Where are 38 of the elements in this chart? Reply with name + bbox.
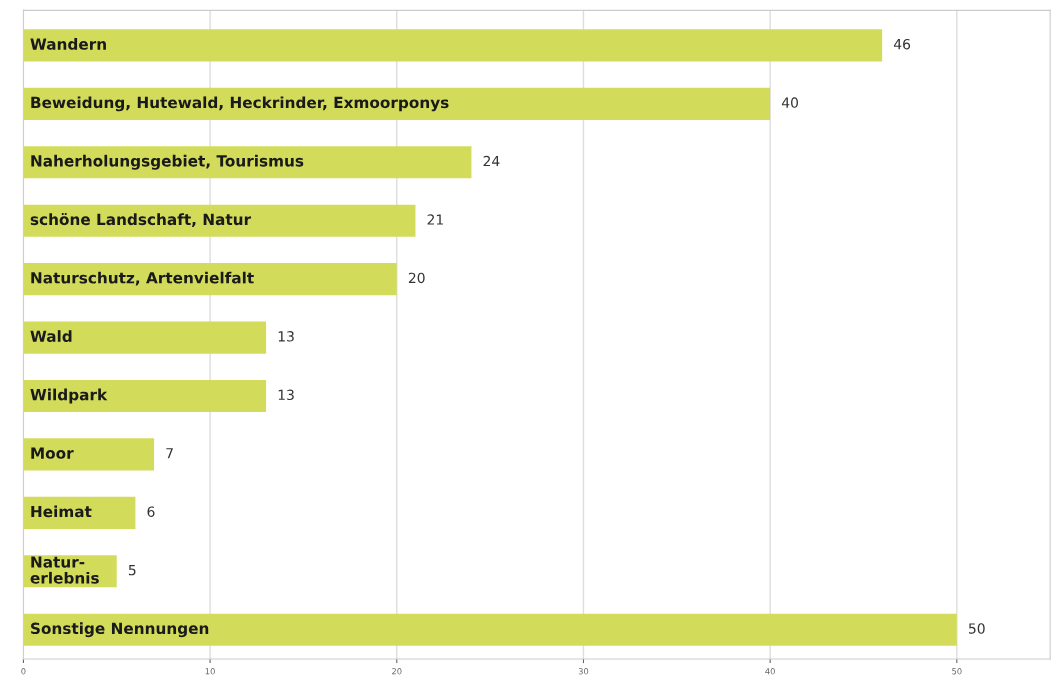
y-tick-label: Natur- erlebnis [30,556,99,584]
data-label: 24 [483,155,500,167]
bar [23,321,267,354]
bar [23,204,416,237]
data-label: 40 [781,97,798,108]
data-label: 50 [969,623,985,634]
x-tick-label: 50 [952,668,962,675]
y-tick-label: Naherholungsgebiet, Tourismus [31,154,304,170]
x-tick-label: 40 [765,668,775,675]
y-tick-label: Wildpark [30,388,108,404]
data-label: 20 [408,272,425,284]
x-tick-label: 0 [21,668,26,675]
bar [23,438,155,471]
y-tick-label: Heimat [31,505,92,518]
data-label: 13 [278,331,294,342]
data-label: 5 [128,565,136,576]
x-tick-label: 30 [578,668,589,675]
data-label: 6 [147,506,155,517]
bar [23,496,136,529]
bar [23,263,397,296]
y-tick-label: Sonstige Nennungen [31,622,209,638]
x-tick-label: 20 [392,668,402,675]
data-label: 21 [427,214,443,225]
bar [23,146,472,179]
data-label: 46 [893,38,911,50]
bar [23,87,771,120]
y-tick-label: schöne Landschaft, Natur [30,213,252,228]
bar [23,29,883,62]
data-label: 13 [278,389,294,401]
y-tick-label: Naturschutz, Artenvielfalt [31,271,254,286]
y-tick-label: Moor [31,447,74,459]
x-tick-label: 10 [205,668,215,675]
bar [23,379,267,413]
y-tick-label: Wald [30,330,72,342]
y-tick-label: Wandern [30,38,106,50]
data-label: 7 [166,448,173,459]
y-tick-label: Beweidung, Hutewald, Heckrinder, Exmoorponys [31,96,449,112]
bar [23,613,957,646]
